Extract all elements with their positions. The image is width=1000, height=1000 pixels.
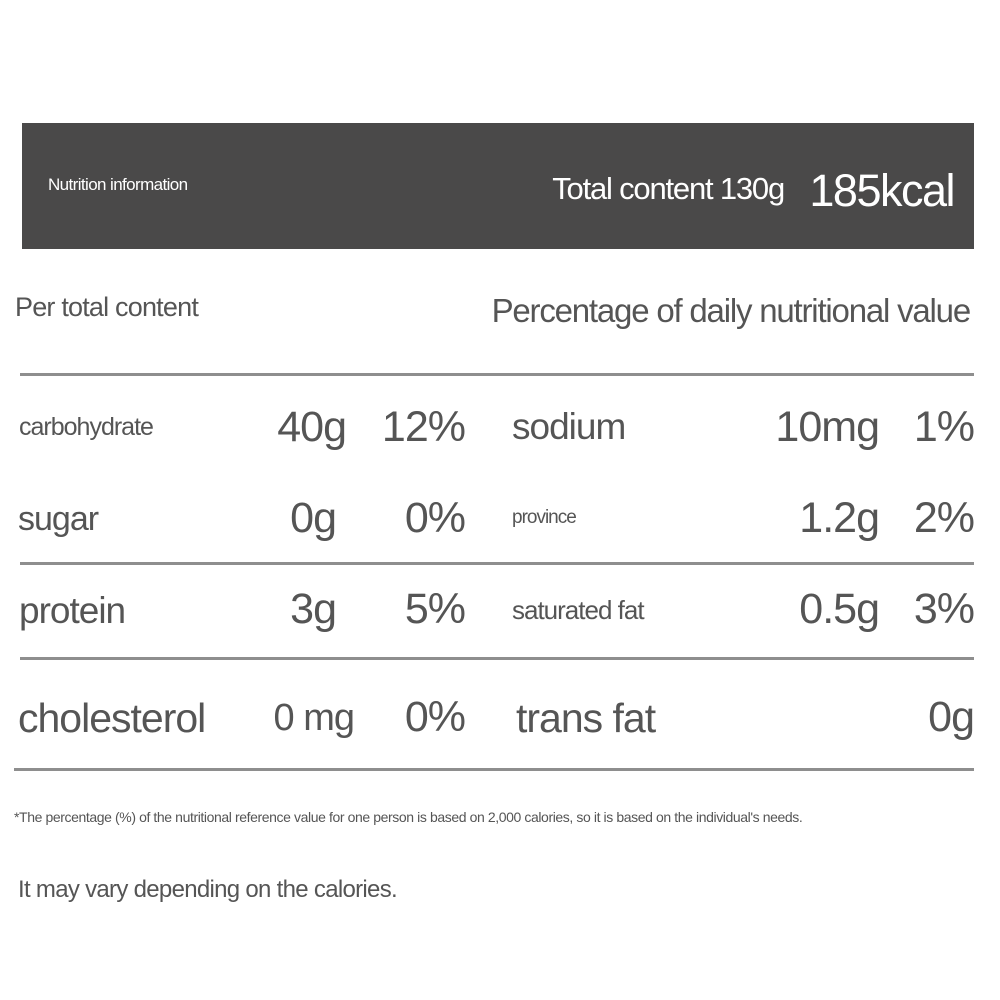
nutrient-amount: 0g	[290, 494, 337, 542]
total-calories: 185kcal	[809, 165, 955, 216]
per-total-content-label: Per total content	[15, 292, 199, 322]
nutrient-amount: 0g	[928, 693, 975, 741]
nutrient-percent: 2%	[913, 494, 975, 542]
divider	[20, 562, 974, 565]
nutrient-amount: 40g	[277, 403, 347, 451]
nutrient-amount: 10mg	[775, 403, 880, 451]
total-content: Total content 130g	[552, 171, 785, 206]
nutrient-percent: 5%	[404, 585, 466, 633]
nutrient-label: sodium	[512, 406, 626, 447]
nutrient-label: cholesterol	[18, 695, 206, 741]
nutrient-amount: 3g	[290, 585, 337, 633]
nutrient-percent: 0%	[404, 494, 466, 542]
nutrient-label: trans fat	[516, 695, 656, 741]
nutrient-label: sugar	[18, 500, 99, 538]
footnote-continuation: It may vary depending on the calories.	[18, 876, 398, 903]
nutrient-percent: 0%	[404, 693, 466, 741]
nutrient-label: province	[512, 507, 577, 528]
divider	[14, 768, 974, 771]
divider	[20, 657, 974, 660]
nutrient-amount: 1.2g	[799, 494, 880, 542]
nutrient-label: protein	[19, 590, 126, 631]
header-title: Nutrition information	[48, 175, 188, 194]
nutrient-label: saturated fat	[512, 595, 645, 625]
nutrient-percent: 3%	[913, 585, 975, 633]
nutrient-label: carbohydrate	[19, 413, 154, 441]
daily-value-label: Percentage of daily nutritional value	[491, 292, 972, 329]
footnote: *The percentage (%) of the nutritional r…	[14, 809, 803, 825]
divider	[20, 373, 974, 376]
nutrient-percent: 12%	[381, 403, 466, 451]
header-bar: Nutrition information Total content 130g…	[22, 123, 974, 249]
nutrient-amount: 0.5g	[799, 585, 880, 633]
nutrient-amount: 0 mg	[273, 697, 355, 739]
nutrient-percent: 1%	[913, 403, 975, 451]
